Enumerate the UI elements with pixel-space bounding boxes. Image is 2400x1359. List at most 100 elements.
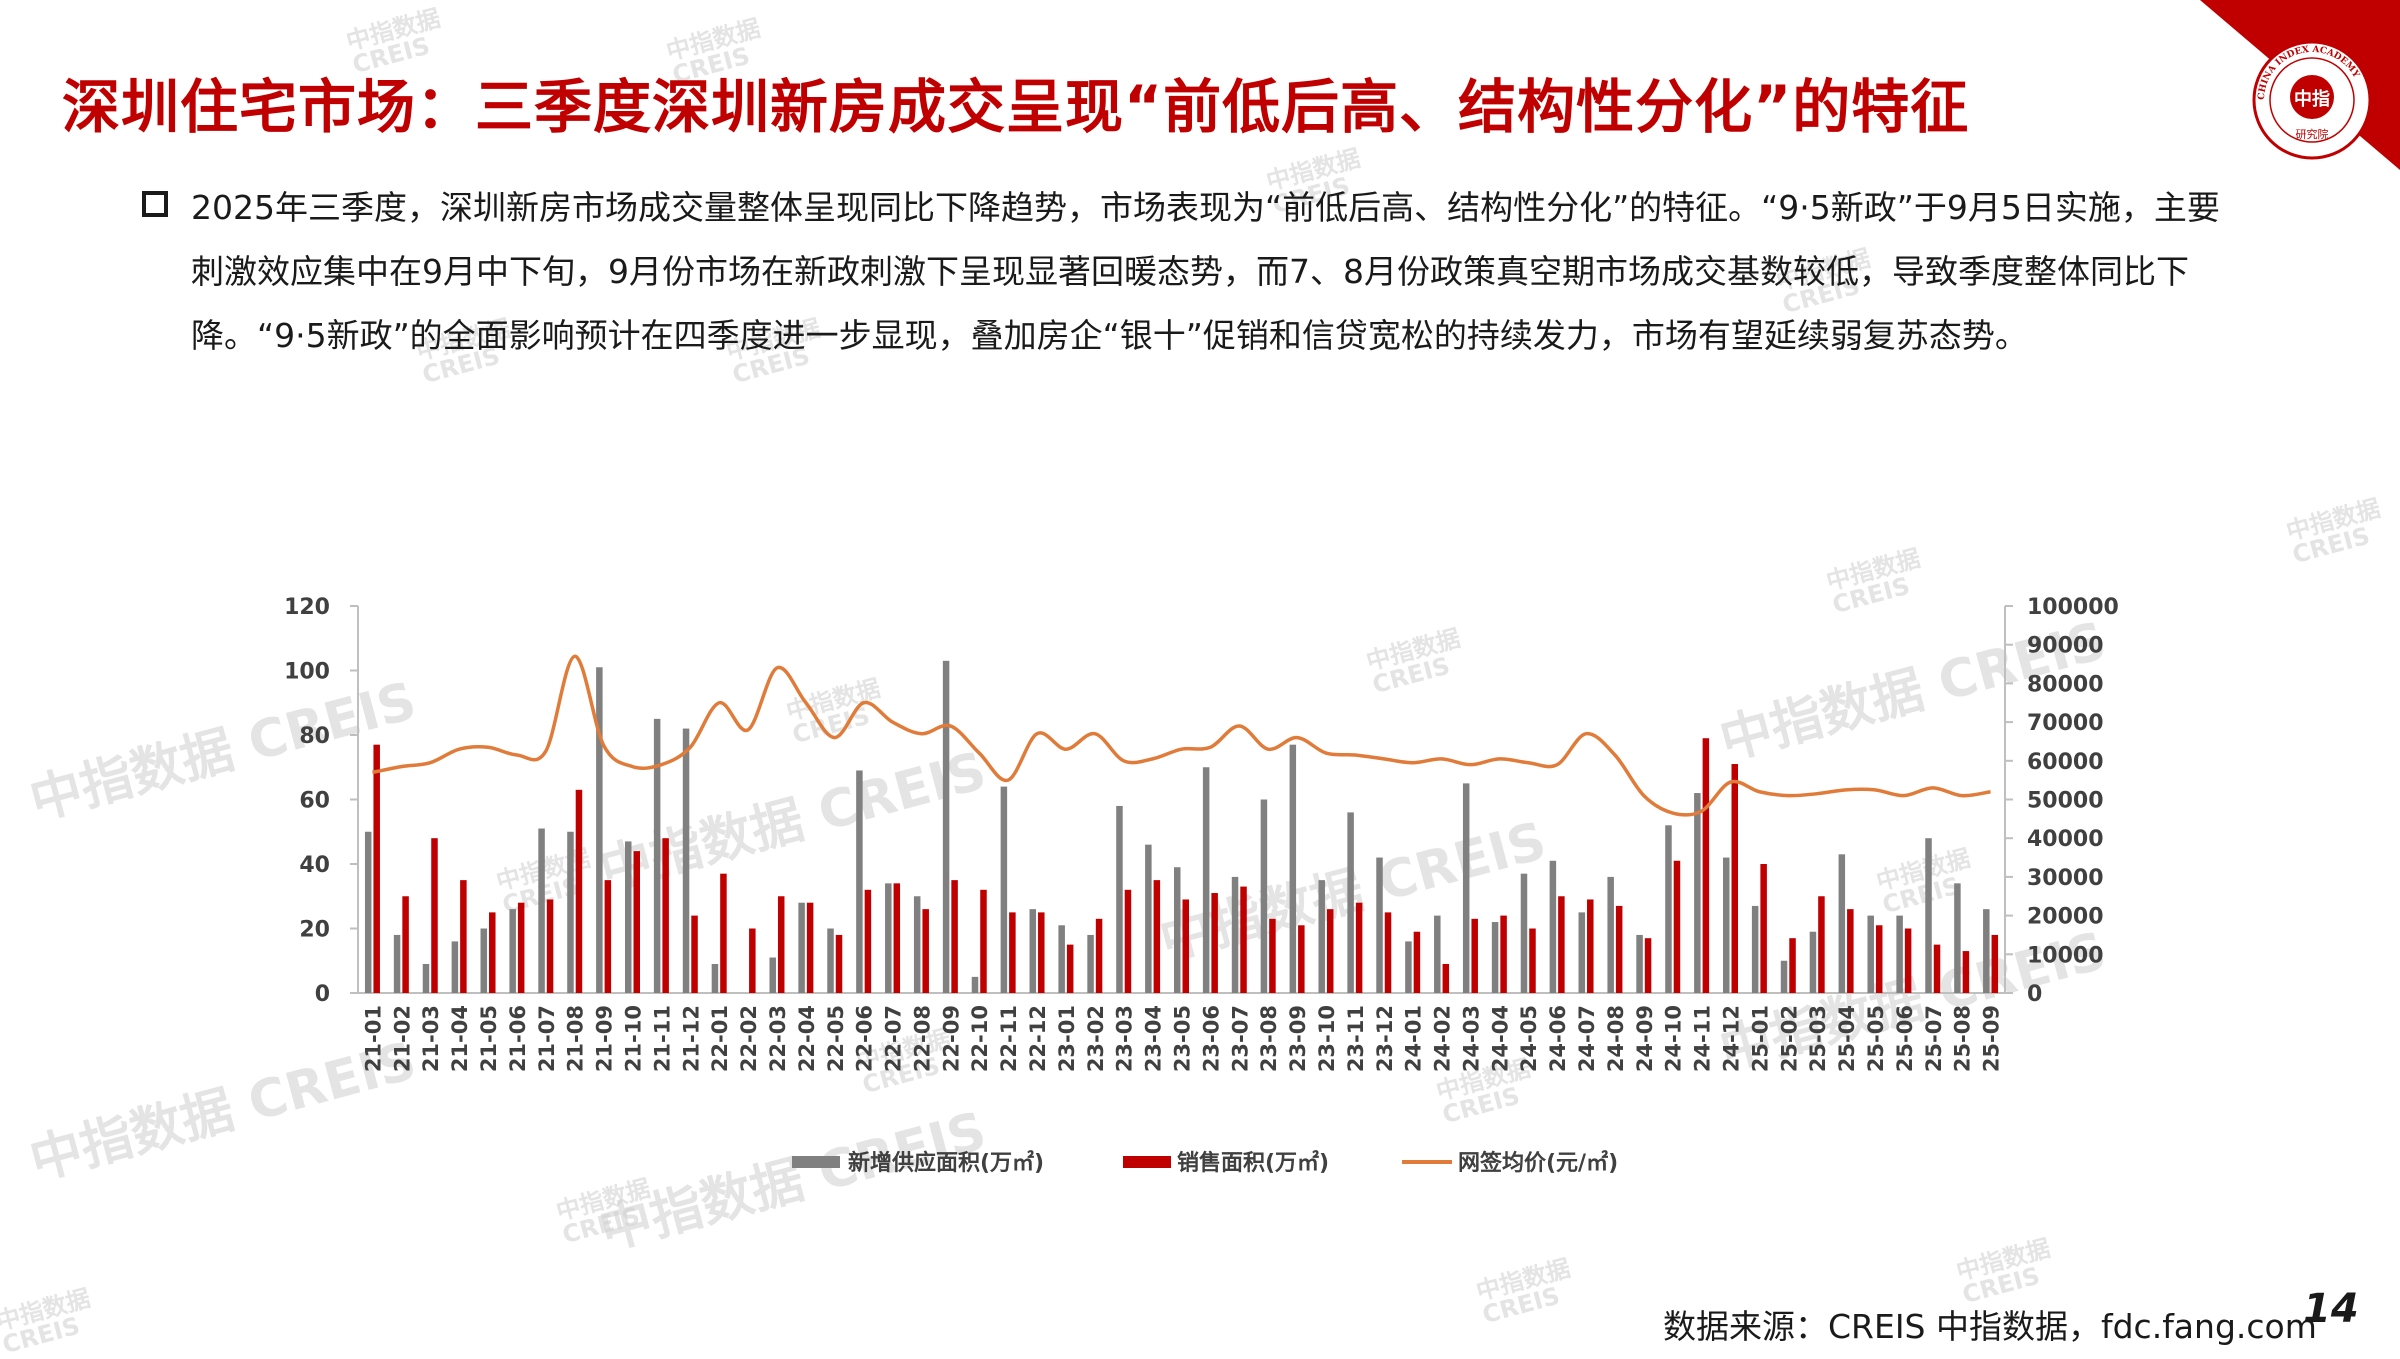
bar-supply bbox=[1491, 922, 1499, 993]
bar-sales bbox=[951, 880, 958, 993]
x-tick-label: 21-07 bbox=[535, 1005, 559, 1072]
x-tick-label: 21-04 bbox=[448, 1005, 472, 1072]
legend-swatch-supply bbox=[792, 1156, 840, 1168]
bar-supply bbox=[1376, 857, 1383, 993]
bar-supply bbox=[1607, 876, 1614, 993]
bar-sales bbox=[1038, 912, 1045, 993]
y-tick-label-right: 20000 bbox=[2027, 905, 2104, 930]
bar-supply bbox=[913, 896, 921, 993]
x-tick-label: 22-08 bbox=[910, 1005, 934, 1072]
bar-sales bbox=[1124, 889, 1132, 993]
x-tick-label: 25-08 bbox=[1951, 1005, 1975, 1072]
bar-supply bbox=[567, 831, 574, 993]
x-tick-label: 23-12 bbox=[1373, 1005, 1397, 1072]
bar-supply bbox=[1202, 767, 1210, 993]
y-tick-label-right: 10000 bbox=[2027, 943, 2104, 968]
bar-sales bbox=[1413, 931, 1421, 993]
bullet-icon bbox=[142, 191, 168, 217]
bar-supply bbox=[1231, 876, 1239, 993]
bar-sales bbox=[546, 899, 554, 993]
bar-supply bbox=[769, 957, 776, 993]
x-tick-label: 24-10 bbox=[1662, 1005, 1686, 1072]
bar-sales bbox=[489, 912, 496, 993]
bar-supply bbox=[971, 976, 979, 993]
bar-sales bbox=[864, 889, 872, 993]
x-tick-label: 25-02 bbox=[1777, 1005, 1801, 1072]
bar-supply bbox=[1116, 805, 1123, 993]
bar-supply bbox=[1636, 934, 1643, 993]
bar-sales bbox=[1355, 902, 1363, 993]
bar-supply bbox=[393, 934, 401, 993]
x-tick-label: 22-03 bbox=[766, 1005, 790, 1072]
bar-supply bbox=[1809, 931, 1817, 993]
x-tick-label: 24-02 bbox=[1431, 1005, 1455, 1072]
bar-sales bbox=[1066, 944, 1074, 993]
bar-supply bbox=[798, 902, 805, 993]
x-tick-label: 21-09 bbox=[593, 1005, 617, 1072]
x-tick-label: 23-03 bbox=[1113, 1005, 1137, 1072]
bar-sales bbox=[1933, 944, 1941, 993]
y-tick-label-left: 120 bbox=[284, 595, 330, 620]
bar-sales bbox=[1095, 918, 1103, 993]
bar-supply bbox=[1665, 825, 1672, 993]
y-tick-label-right: 40000 bbox=[2027, 827, 2104, 852]
bar-sales bbox=[1529, 928, 1536, 993]
bar-supply bbox=[451, 941, 459, 993]
x-tick-label: 21-12 bbox=[679, 1005, 703, 1072]
x-tick-label: 22-01 bbox=[708, 1005, 732, 1072]
bar-supply bbox=[1694, 793, 1701, 993]
bar-supply bbox=[711, 963, 719, 993]
bar-supply bbox=[1549, 860, 1557, 993]
x-tick-label: 22-09 bbox=[939, 1005, 963, 1072]
bar-sales bbox=[777, 896, 785, 993]
legend-label-sales: 销售面积(万㎡) bbox=[1177, 1150, 1329, 1176]
bar-sales bbox=[1615, 905, 1623, 993]
x-tick-label: 22-02 bbox=[737, 1005, 761, 1072]
bar-sales bbox=[806, 902, 814, 993]
bar-supply bbox=[1954, 883, 1961, 993]
y-tick-label-right: 50000 bbox=[2027, 789, 2104, 814]
y-tick-label-right: 90000 bbox=[2027, 634, 2104, 659]
x-tick-label: 24-07 bbox=[1575, 1005, 1599, 1072]
x-tick-label: 21-11 bbox=[650, 1005, 674, 1072]
bar-sales bbox=[1962, 951, 1970, 993]
x-tick-label: 23-10 bbox=[1315, 1005, 1339, 1072]
bar-sales bbox=[1789, 938, 1796, 993]
x-tick-label: 25-05 bbox=[1864, 1005, 1888, 1072]
bar-sales bbox=[1182, 899, 1189, 993]
y-tick-label-right: 80000 bbox=[2027, 672, 2104, 697]
bar-supply bbox=[1058, 925, 1065, 993]
bar-sales bbox=[1009, 912, 1016, 993]
bar-supply bbox=[1867, 915, 1874, 993]
bar-sales bbox=[922, 909, 929, 993]
bar-sales bbox=[1153, 880, 1161, 993]
x-tick-label: 24-06 bbox=[1546, 1005, 1570, 1072]
x-tick-label: 22-12 bbox=[1026, 1005, 1050, 1072]
bar-supply bbox=[885, 883, 892, 993]
bar-sales bbox=[1240, 886, 1247, 993]
x-tick-label: 25-09 bbox=[1980, 1005, 2004, 1072]
bar-sales bbox=[1673, 860, 1681, 993]
bar-sales bbox=[1818, 896, 1825, 993]
bar-supply bbox=[1838, 854, 1846, 993]
bar-sales bbox=[575, 789, 583, 993]
bar-sales bbox=[431, 838, 438, 993]
logo-sub: 研究院 bbox=[2296, 127, 2329, 141]
legend-label-supply: 新增供应面积(万㎡) bbox=[848, 1150, 1044, 1176]
bar-supply bbox=[682, 728, 690, 993]
x-tick-label: 21-01 bbox=[361, 1005, 385, 1072]
bar-supply bbox=[1751, 905, 1759, 993]
x-tick-label: 22-07 bbox=[882, 1005, 906, 1072]
y-tick-label-right: 100000 bbox=[2027, 595, 2119, 620]
x-tick-label: 24-03 bbox=[1459, 1005, 1483, 1072]
bar-sales bbox=[749, 928, 756, 993]
x-tick-label: 21-08 bbox=[564, 1005, 588, 1072]
bar-supply bbox=[942, 660, 950, 993]
bar-supply bbox=[1145, 844, 1152, 993]
bar-supply bbox=[1029, 909, 1037, 993]
bar-supply bbox=[1174, 867, 1181, 993]
y-tick-label-left: 40 bbox=[299, 853, 330, 878]
bar-sales bbox=[633, 851, 640, 993]
bar-supply bbox=[509, 909, 516, 993]
bar-supply bbox=[827, 928, 834, 993]
